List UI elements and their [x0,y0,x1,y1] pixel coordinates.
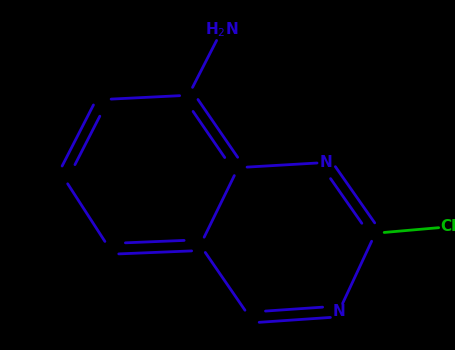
Text: N: N [333,304,345,319]
Text: H$_2$N: H$_2$N [205,21,239,39]
Text: Cl: Cl [440,219,455,234]
Text: N: N [319,155,332,170]
